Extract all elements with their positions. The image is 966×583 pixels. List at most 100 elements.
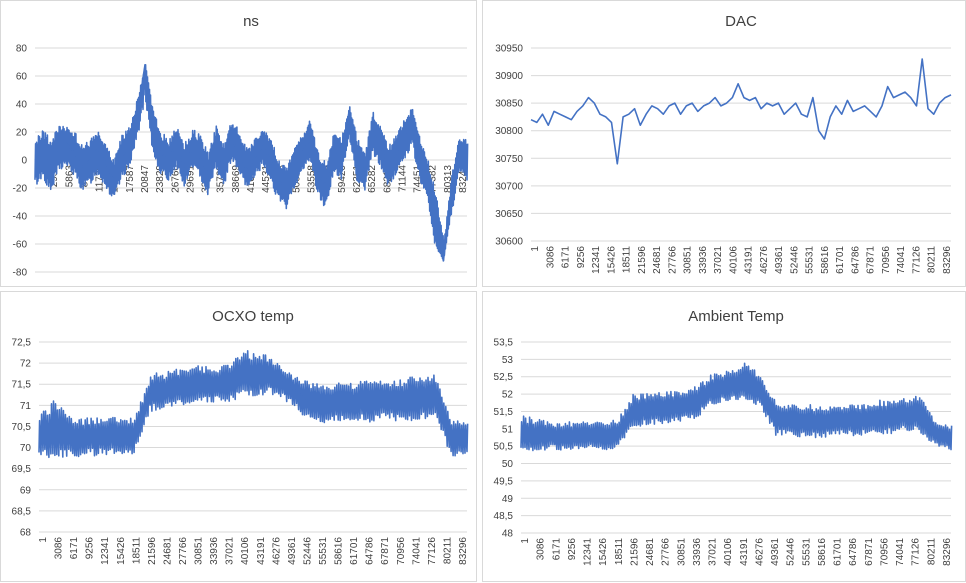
x-tick-label: 46276 (759, 246, 770, 274)
x-tick-label: 58616 (334, 537, 345, 565)
x-tick-label: 5863 (64, 165, 75, 188)
x-tick-label: 67871 (380, 537, 391, 565)
x-tick-label: 43191 (739, 538, 750, 566)
x-tick-label: 11725 (95, 165, 106, 193)
x-tick-label: 35738 (216, 165, 227, 193)
x-tick-label: 15426 (116, 537, 127, 565)
x-tick-label: 27766 (667, 246, 678, 274)
x-tick-label: 58616 (817, 538, 828, 566)
x-tick-label: 52446 (786, 538, 797, 566)
x-tick-label: 24681 (162, 537, 173, 565)
y-tick-label: 72,5 (12, 338, 32, 349)
y-tick-label: 49 (502, 494, 514, 505)
x-tick-label: 52446 (789, 246, 800, 274)
x-tick-label: 61701 (833, 538, 844, 566)
x-tick-label: 65282 (367, 165, 378, 193)
x-tick-label: 15426 (606, 246, 617, 274)
x-tick-label: 18511 (131, 537, 142, 565)
chart-svg: Ambient Temp 53,5 53 52,5 52 51,5 51 50,5 50 49,5… (494, 308, 953, 566)
y-tick-label: 40 (16, 100, 28, 111)
x-tick-label: 70956 (879, 538, 890, 566)
y-tick-label: -80 (13, 268, 28, 279)
x-tick-label: 33936 (692, 538, 703, 566)
x-tick-label: 17587 (125, 165, 136, 193)
x-tick-label: 15426 (598, 538, 609, 566)
x-tick-label: 77126 (427, 537, 438, 565)
x-tick-label: 80211 (926, 538, 937, 566)
y-tick-label: 30750 (495, 154, 523, 165)
y-tick-label: 50,5 (494, 442, 514, 453)
x-tick-label: 43191 (256, 537, 267, 565)
x-tick-label: 6171 (69, 537, 80, 560)
y-tick-label: 30600 (495, 237, 523, 248)
y-tick-label: 53 (502, 355, 514, 366)
x-tick-label: 64786 (848, 538, 859, 566)
series-line (521, 382, 952, 440)
x-tick-label: 1 (530, 246, 541, 252)
y-tick-label: 30700 (495, 181, 523, 192)
series-line (34, 63, 468, 262)
x-tick-label: 46276 (754, 538, 765, 566)
x-tick-label: 43191 (744, 246, 755, 274)
y-tick-label: 60 (16, 72, 28, 83)
y-tick-label: 51,5 (494, 407, 514, 418)
chart-svg: OCXO temp 72,5 72 71,5 71 70,5 70 69,5 69 68,5 68 1… (12, 308, 469, 565)
x-tick-label: 83244 (458, 165, 469, 193)
series-noise-band (38, 349, 469, 459)
x-tick-label: 1 (520, 538, 531, 544)
y-tick-label: 0 (21, 156, 27, 167)
y-tick-label: 70,5 (12, 422, 32, 433)
y-tick-label: 69,5 (12, 464, 32, 475)
x-tick-label: 83296 (458, 537, 469, 565)
x-tick-label: 64786 (850, 246, 861, 274)
x-tick-label: 1 (38, 537, 49, 543)
chart-svg: DAC 30950 30900 30850 30800 30750 30700 30650 30… (495, 13, 953, 274)
x-tick-label: 6171 (561, 246, 572, 269)
x-tick-label: 74451 (413, 165, 424, 193)
x-tick-label: 80313 (443, 165, 454, 193)
x-tick-label: 21596 (637, 246, 648, 274)
y-tick-label: 70 (20, 443, 32, 454)
y-tick-label: 68,5 (12, 506, 32, 517)
x-tick-label: 77382 (428, 165, 439, 193)
x-tick-label: 29691 (185, 165, 196, 193)
x-tick-label: 67871 (864, 538, 875, 566)
x-tick-label: 26760 (170, 165, 181, 193)
x-tick-label: 24681 (652, 246, 663, 274)
x-tick-label: 6171 (551, 538, 562, 561)
series-line (530, 58, 952, 165)
y-tick-label: 53,5 (494, 338, 514, 349)
x-tick-label: 21596 (147, 537, 158, 565)
x-tick-label: 77126 (911, 538, 922, 566)
x-tick-label: 20847 (140, 165, 151, 193)
x-tick-label: 37021 (708, 538, 719, 566)
x-tick-label: 83296 (942, 246, 953, 274)
series-line (38, 372, 468, 440)
x-tick-label: 70956 (881, 246, 892, 274)
x-tick-label: 64786 (365, 537, 376, 565)
x-tick-label: 37021 (713, 246, 724, 274)
x-tick-label: 9256 (576, 246, 587, 269)
x-tick-label: 12341 (591, 246, 602, 274)
x-tick-label: 80211 (927, 246, 938, 274)
chart-panel-ambient-temp: Ambient Temp 53,5 53 52,5 52 51,5 51 50,5 50 49,5… (482, 291, 966, 582)
x-tick-label: 49361 (774, 246, 785, 274)
x-tick-label: 18511 (614, 538, 625, 566)
x-tick-label: 3086 (545, 246, 556, 269)
x-tick-label: 38669 (231, 165, 242, 193)
y-tick-label: 50 (502, 459, 514, 470)
y-tick-label: -40 (13, 212, 28, 223)
chart-panel-ns: ns 80 60 40 20 0 -20 -40 -60 -80 1 2932 5863 8794 1172… (0, 0, 477, 287)
x-tick-label: 3086 (536, 538, 547, 561)
y-tick-label: 20 (16, 128, 28, 139)
x-tick-label: 40106 (723, 538, 734, 566)
x-tick-label: 3086 (54, 537, 65, 560)
x-tick-label: 71144 (397, 165, 408, 193)
x-tick-label: 55531 (801, 538, 812, 566)
x-tick-label: 46276 (271, 537, 282, 565)
x-tick-label: 44531 (261, 165, 272, 193)
y-tick-label: 30900 (495, 71, 523, 82)
x-tick-label: 30851 (194, 537, 205, 565)
x-tick-label: 49361 (287, 537, 298, 565)
y-tick-label: 30800 (495, 126, 523, 137)
